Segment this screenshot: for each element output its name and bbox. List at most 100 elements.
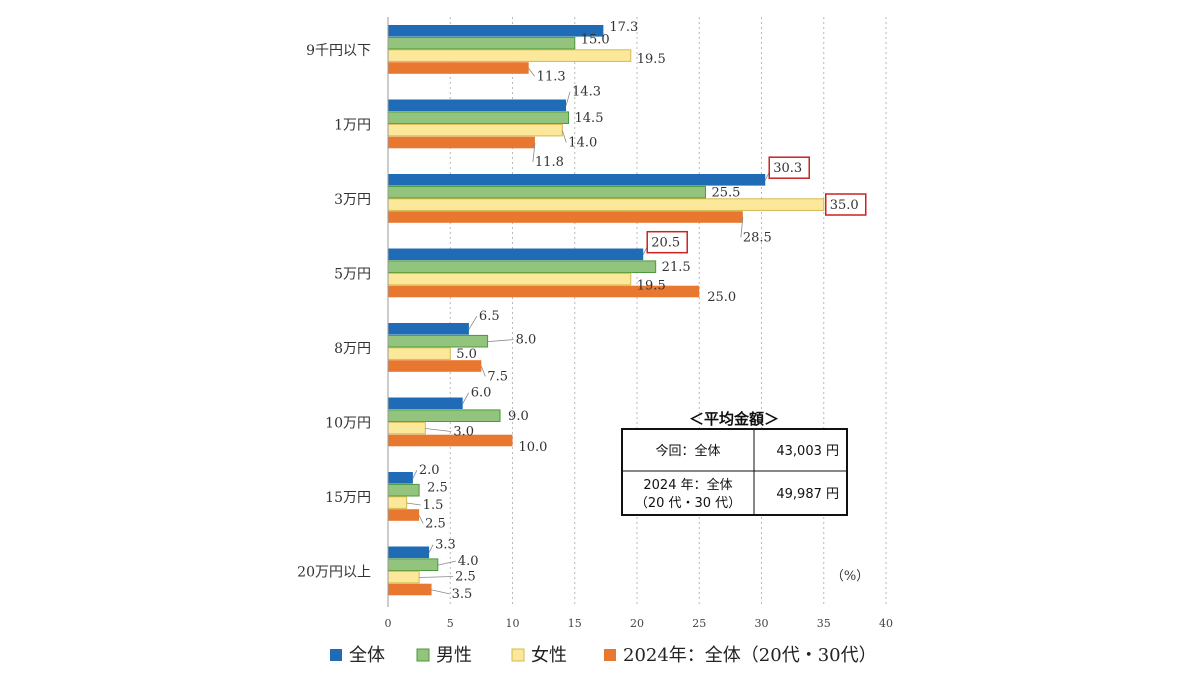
value-label-3-4: 7.5 [487,369,508,384]
bar-2-3 [387,272,632,286]
leader-line-2-1 [561,130,567,143]
category-label-4: 8万円 [334,341,371,357]
value-label-1-7: 4.0 [458,554,479,569]
value-label-1-4: 8.0 [516,333,537,348]
bar-3-1 [388,136,535,149]
bar-1-3 [387,260,657,273]
value-label-3-2: 28.5 [743,230,772,245]
value-label-3-1: 11.8 [535,155,564,170]
bar-0-4 [388,323,469,335]
bar-1-2 [387,185,706,199]
category-label-0: 9千円以下 [306,43,371,59]
legend-swatch-0 [330,649,342,661]
highlight-box-0-2 [768,156,810,179]
value-label-2-4: 5.0 [456,347,477,362]
value-label-0-1: 14.3 [572,85,601,100]
legend-label-0: 全体 [349,645,385,666]
value-label-1-1: 14.5 [575,111,604,126]
leader-line-0-4 [468,315,478,330]
table-row-0-label-0: 今回：全体 [655,443,720,459]
x-tick-label-0: 0 [385,617,392,630]
value-label-3-5: 10.0 [519,440,548,455]
bar-3-0 [388,62,529,74]
legend-swatch-3 [604,649,616,661]
value-label-0-4: 6.5 [479,309,500,324]
bar-3-3 [388,285,700,298]
table-frame [621,428,848,516]
legend-label-3: 2024年：全体（20代・30代） [623,645,877,666]
legend-label-1: 男性 [436,645,472,666]
value-labels: 17.315.0 19.5 11.3 14.3 14.5 14.0 11.8 30.3 25.5… [419,20,867,602]
bar-0-0 [388,25,604,37]
value-label-1-6: 2.5 [427,481,448,496]
value-label-2-3: 19.5 [637,279,666,294]
bar-1-5 [387,409,501,422]
value-label-3-7: 3.5 [452,587,473,602]
bar-0-6 [388,472,413,484]
bar-2-6 [387,496,408,509]
category-label-5: 10万円 [325,415,371,431]
bar-2-7 [387,570,420,584]
bar-1-4 [387,334,489,348]
leader-line-1-4 [487,339,514,342]
value-label-2-1: 14.0 [568,136,597,151]
x-tick-label-40: 40 [879,617,893,630]
category-label-1: 1万円 [334,117,371,133]
x-tick-label-15: 15 [568,617,582,630]
x-tick-label-20: 20 [630,617,644,630]
bar-0-3 [388,248,644,261]
bars [387,25,825,596]
leader-line-0-6 [412,470,418,479]
bar-3-5 [388,434,513,447]
highlight-box-2-2 [825,193,867,216]
value-label-2-6: 1.5 [423,498,444,513]
value-label-1-3: 21.5 [662,260,691,275]
x-tick-label-10: 10 [506,617,520,630]
legend-swatch-1 [416,648,430,662]
leader-line-3-7 [431,589,450,595]
bar-1-6 [387,483,420,497]
value-label-2-0: 19.5 [637,52,666,67]
bar-0-1 [388,99,567,112]
bar-2-4 [387,347,451,360]
value-label-0-7: 3.3 [435,538,456,553]
value-label-1-0: 15.0 [581,33,610,48]
value-label-1-2: 25.5 [711,186,740,201]
bar-2-1 [387,123,563,137]
category-label-3: 5万円 [334,266,371,282]
leader-line-0-7 [428,544,434,553]
unit-label: （%） [831,569,869,584]
value-label-3-6: 2.5 [425,516,446,531]
value-label-0-6: 2.0 [419,463,440,478]
bar-1-7 [387,558,439,572]
bar-3-4 [388,360,482,372]
x-tick-label-25: 25 [692,617,706,630]
value-label-3-0: 11.3 [537,69,566,84]
value-label-3-3: 25.0 [707,290,736,305]
bar-2-5 [387,421,426,435]
x-tick-label-35: 35 [817,617,831,630]
bar-3-6 [388,509,420,521]
category-label-2: 3万円 [334,192,371,208]
bar-1-0 [387,36,576,50]
x-tick-label-5: 5 [447,617,454,630]
category-label-7: 20万円以上 [297,564,371,580]
highlight-box-0-3 [646,230,688,254]
value-label-0-2: 30.3 [773,161,802,176]
bar-2-0 [387,49,632,62]
leader-line-3-2 [740,217,744,238]
legend: 全体 男性 女性 2024年：全体（20代・30代） [330,645,877,666]
table-row-0-value: 43,003 円 [776,444,839,459]
leader-line-1-7 [437,560,456,566]
value-label-0-5: 6.0 [471,386,492,401]
table-row-1-value: 49,987 円 [776,487,839,502]
axis: 0 5 10 15 20 25 30 35 40 （%） 9千円以下 1万円 3万円 5万円 8万円 10万円… [297,17,893,630]
table-row-1-label-1: （20 代・30 代） [635,496,741,511]
leader-line-3-4 [481,366,486,377]
leader-line-3-1 [532,142,536,162]
bar-0-5 [388,397,463,410]
table-row-1-label-0: 2024 年：全体 [643,477,732,493]
value-label-2-5: 3.0 [453,425,474,440]
leader-line-3-0 [528,68,536,77]
